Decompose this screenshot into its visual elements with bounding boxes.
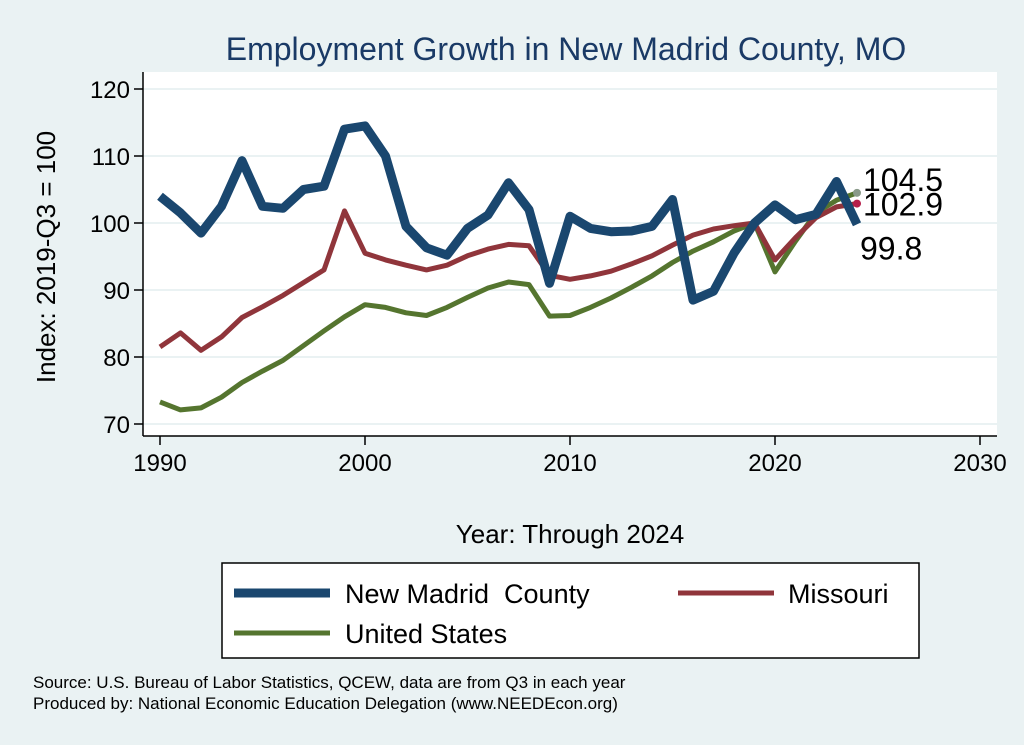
end-dot-united-states bbox=[853, 188, 861, 197]
x-tick-label-1990: 1990 bbox=[133, 450, 186, 477]
x-tick-label-2000: 2000 bbox=[338, 450, 391, 477]
source-note: Source: U.S. Bureau of Labor Statistics,… bbox=[33, 673, 626, 692]
x-axis-title: Year: Through 2024 bbox=[456, 519, 684, 549]
end-label-104-5: 104.5 bbox=[863, 162, 943, 198]
series-lines bbox=[157, 121, 862, 413]
x-tick-label-2020: 2020 bbox=[748, 450, 801, 477]
legend: New Madrid County Missouri United States bbox=[221, 562, 920, 659]
y-tick-label-100: 100 bbox=[90, 211, 130, 238]
x-tick-label-2010: 2010 bbox=[543, 450, 596, 477]
y-tick-label-110: 110 bbox=[92, 144, 130, 171]
series-line-united-states bbox=[159, 190, 858, 413]
end-dot-missouri bbox=[853, 199, 861, 208]
x-tick-label-2030: 2030 bbox=[953, 450, 1006, 477]
end-label-99-8: 99.8 bbox=[860, 230, 922, 266]
legend-label-united-states: United States bbox=[345, 619, 507, 649]
producer-note: Produced by: National Economic Education… bbox=[33, 694, 618, 713]
legend-frame bbox=[221, 562, 920, 659]
y-tick-label-70: 70 bbox=[103, 412, 130, 439]
axes: 70 80 90 100 110 120 1990 2000 2010 2020 2030 bbox=[90, 72, 1007, 477]
chart-title: Employment Growth in New Madrid County, … bbox=[226, 31, 907, 67]
y-axis-title: Index: 2019-Q3 = 100 bbox=[31, 131, 61, 383]
plot-area bbox=[143, 72, 997, 436]
series-line-new-madrid-county bbox=[157, 121, 862, 305]
y-tick-label-80: 80 bbox=[103, 345, 130, 372]
series-line-missouri bbox=[158, 201, 858, 353]
end-label-102-9: 102.9 bbox=[863, 187, 943, 223]
y-tick-label-90: 90 bbox=[103, 278, 130, 305]
legend-label-new-madrid: New Madrid County bbox=[345, 579, 590, 609]
y-tick-label-120: 120 bbox=[90, 77, 130, 104]
legend-label-missouri: Missouri bbox=[788, 579, 889, 609]
